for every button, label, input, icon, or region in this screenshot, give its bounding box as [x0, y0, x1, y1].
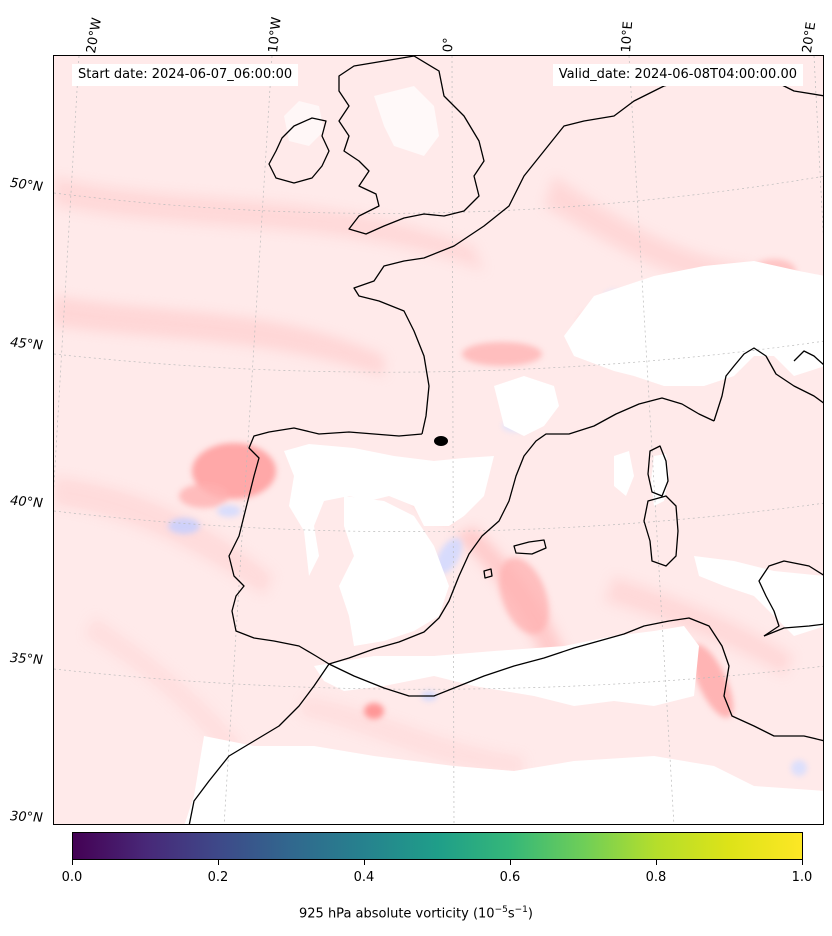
- colorbar-tick: [218, 860, 219, 865]
- colorbar-tick-label: 0.6: [499, 870, 521, 885]
- lat-label-50n: 50°N: [9, 175, 44, 196]
- colorbar-tick: [656, 860, 657, 865]
- colorbar-tick-label: 0.8: [645, 870, 667, 885]
- colorbar-tick-label: 0.2: [207, 870, 229, 885]
- location-marker: [434, 436, 448, 446]
- graticule: [54, 56, 823, 824]
- colorbar-tick-label: 0.0: [61, 870, 83, 885]
- lon-label-20e: 20°E: [800, 21, 820, 55]
- masked-high-terrain: [184, 86, 823, 824]
- valid-date-label: Valid_date: 2024-06-08T04:00:00.00: [552, 64, 803, 86]
- colorbar-tick: [510, 860, 511, 865]
- lon-label-20w: 20°W: [84, 16, 106, 55]
- colorbar-title: 925 hPa absolute vorticity (10−5s−1): [299, 905, 533, 922]
- lon-label-10e: 10°E: [619, 20, 637, 54]
- lat-label-40n: 40°N: [9, 493, 44, 512]
- lon-label-10w: 10°W: [266, 16, 285, 54]
- lat-label-30n: 30°N: [9, 809, 44, 826]
- colorbar-tick-label: 0.4: [353, 870, 375, 885]
- lon-label-0: 0°: [441, 37, 457, 53]
- colorbar-tick: [802, 860, 803, 865]
- vorticity-map: [54, 56, 823, 824]
- start-date-label: Start date: 2024-06-07_06:00:00: [72, 64, 299, 86]
- colorbar-tick: [364, 860, 365, 865]
- lat-label-35n: 35°N: [9, 650, 44, 669]
- colorbar-tick-label: 1.0: [791, 870, 813, 885]
- colorbar: [72, 832, 803, 860]
- lat-label-45n: 45°N: [9, 335, 44, 354]
- field-bands: [54, 176, 794, 776]
- map-panel[interactable]: Start date: 2024-06-07_06:00:00 Valid_da…: [53, 55, 824, 825]
- colorbar-tick: [72, 860, 73, 865]
